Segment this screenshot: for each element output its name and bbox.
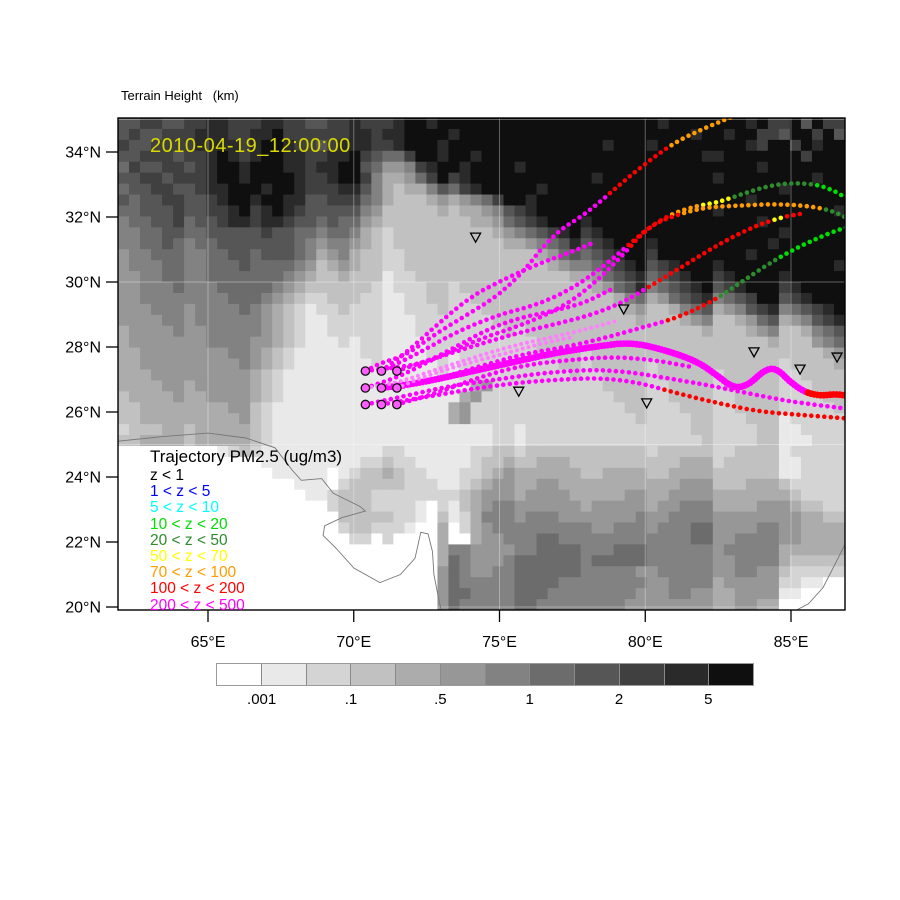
source-marker — [376, 366, 387, 376]
legend-entry: 10 < z < 20 — [150, 515, 228, 533]
lat-tick-label: 34°N — [65, 145, 101, 162]
map-border — [117, 117, 846, 611]
lat-tick-label: 20°N — [65, 600, 101, 617]
trajectory — [379, 241, 593, 374]
colorbar-cell — [351, 664, 396, 685]
colorbar-cell — [396, 664, 441, 685]
colorbar-tick-label: .5 — [434, 691, 447, 708]
legend-entry: 200 < z < 500 — [150, 596, 245, 614]
colorbar-tick-label: 5 — [704, 691, 713, 708]
source-marker — [360, 383, 371, 393]
terrain-colorbar — [216, 663, 754, 686]
legend-entry: 70 < z < 100 — [150, 564, 237, 582]
colorbar-cell — [217, 664, 262, 685]
trajectory — [363, 368, 845, 411]
source-marker — [360, 399, 371, 410]
legend-entry: 100 < z < 200 — [150, 580, 245, 598]
terrain-raster — [118, 118, 845, 610]
trajectory — [363, 118, 733, 374]
source-marker — [376, 383, 387, 393]
lat-tick-label: 32°N — [65, 210, 101, 227]
colorbar-cell — [619, 664, 665, 685]
station-marker — [747, 347, 761, 359]
trajectory — [378, 340, 845, 399]
legend-entry: z < 1 — [150, 467, 185, 484]
lon-tick-label: 85°E — [774, 634, 809, 651]
map-area — [118, 118, 845, 610]
lat-tick-label: 28°N — [65, 340, 101, 357]
lon-tick-label: 65°E — [191, 634, 226, 651]
lat-tick-label: 26°N — [65, 405, 101, 422]
colorbar-tick-label: .1 — [344, 691, 358, 708]
trajectory — [394, 211, 803, 374]
coastline — [796, 543, 845, 610]
colorbar-tick-label: 1 — [525, 691, 534, 708]
axes: 34°N 32°N 30°N 28°N 26°N 24°N 22°N 20°N 65°E 70°E… — [65, 145, 808, 652]
lon-tick-label: 70°E — [336, 634, 371, 651]
source-marker — [392, 366, 402, 376]
trajectory — [363, 181, 845, 391]
colorbar-cell — [440, 664, 486, 685]
trajectory — [394, 355, 692, 407]
station-marker — [830, 352, 844, 364]
colorbar-cell — [306, 664, 352, 685]
colorbar-tick-label: .001 — [247, 691, 277, 708]
colorbar-cell — [530, 664, 575, 685]
colorbar-cell — [261, 664, 307, 685]
station-marker — [793, 364, 807, 376]
coastline — [118, 432, 442, 610]
station-marker — [617, 304, 630, 316]
source-marker — [376, 399, 387, 410]
lat-tick-label: 30°N — [65, 275, 101, 292]
colorbar-cell — [709, 664, 753, 685]
colorbar-cell — [664, 664, 710, 685]
date-label: 2010-04-19_12:00:00 — [150, 135, 351, 157]
figure-title: Terrain Height (km) — [121, 88, 239, 103]
colorbar-cell — [575, 664, 620, 685]
lon-tick-label: 80°E — [628, 634, 663, 651]
source-marker — [360, 366, 371, 376]
colorbar-cell — [485, 664, 531, 685]
lat-tick-label: 24°N — [65, 470, 101, 487]
colorbar-tick-label: 2 — [614, 691, 624, 708]
legend-entry: 20 < z < 50 — [150, 531, 228, 549]
station-marker — [512, 386, 525, 398]
station-marker — [469, 232, 482, 244]
station-marker — [640, 398, 653, 410]
legend-entry: 5 < z < 10 — [150, 499, 219, 517]
source-marker — [392, 399, 402, 410]
legend-entry: 1 < z < 5 — [150, 483, 211, 501]
legend-entry: 50 < z < 70 — [150, 548, 228, 566]
lon-tick-label: 75°E — [482, 634, 517, 651]
lat-tick-label: 22°N — [65, 535, 101, 552]
legend-title: Trajectory PM2.5 (ug/m3) — [150, 447, 343, 466]
source-marker — [392, 383, 402, 393]
